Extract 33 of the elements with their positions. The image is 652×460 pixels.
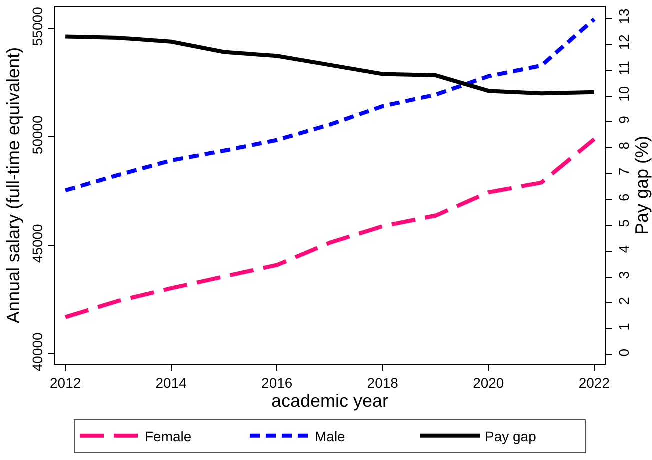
legend-label: Female: [145, 428, 192, 444]
y2-tick-label: 1: [616, 322, 632, 331]
x-tick-label: 2018: [367, 374, 399, 391]
y2-tick-label: 7: [616, 168, 632, 176]
y2-tick-label: 10: [616, 86, 632, 102]
line-series: [64, 137, 596, 320]
y2-tick-label: 9: [616, 116, 632, 124]
y2-tick-label: 13: [616, 8, 632, 24]
x-tick-label: 2016: [262, 374, 293, 391]
x-tick-label: 2022: [578, 374, 610, 391]
x-tick-label: 2014: [156, 374, 188, 391]
y2-tick-label: 4: [616, 245, 632, 254]
y2-tick-label: 5: [616, 219, 632, 228]
y2-tick-label: 8: [616, 142, 632, 150]
y2-tick-label: 2: [616, 297, 632, 306]
y-tick-label: 55000: [29, 6, 46, 46]
legend-label: Male: [315, 428, 346, 444]
y2-tick-label: 3: [616, 271, 632, 280]
y-tick-label: 40000: [29, 332, 46, 372]
y2-tick-label: 12: [616, 34, 632, 50]
y-tick-label: 50000: [29, 115, 46, 155]
y-axis-title: Annual salary (full-time equivalent): [4, 47, 24, 324]
y2-tick-label: 0: [616, 348, 632, 357]
y2-tick-label: 6: [616, 194, 632, 202]
x-axis-title: academic year: [271, 390, 389, 411]
y-tick-label: 45000: [29, 224, 46, 264]
line-series: [64, 17, 596, 193]
legend-label: Pay gap: [485, 428, 537, 444]
line-series: [64, 34, 596, 96]
x-tick-label: 2012: [50, 374, 82, 391]
x-tick-label: 2020: [473, 374, 504, 391]
y2-axis-title: Pay gap (%): [632, 136, 652, 236]
y2-tick-label: 11: [616, 60, 632, 76]
